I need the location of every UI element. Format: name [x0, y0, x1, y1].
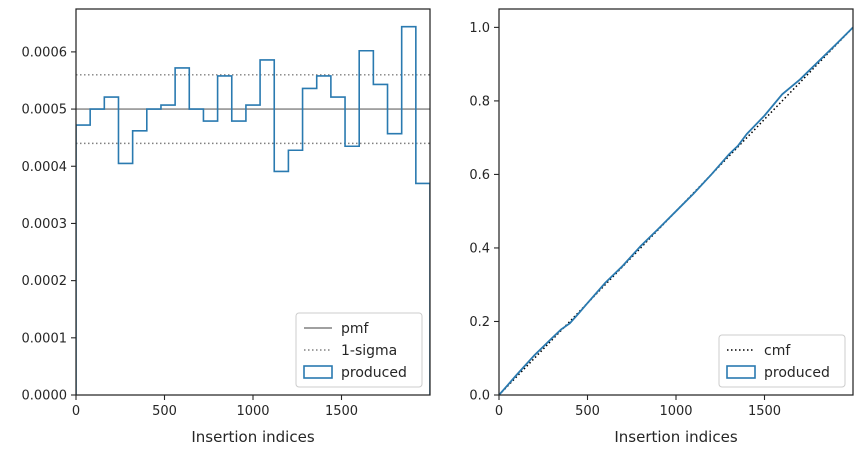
legend-label-produced: produced	[764, 365, 830, 381]
legend: cmf produced	[718, 334, 846, 388]
legend: pmf 1-sigma produced	[295, 312, 423, 388]
x-tick-label: 1500	[748, 404, 781, 419]
produced-histogram	[76, 25, 430, 395]
legend-label-cmf: cmf	[764, 343, 791, 359]
x-tick-label: 500	[152, 404, 177, 419]
cmf-series-line	[499, 26, 853, 395]
x-tick-label: 500	[575, 404, 600, 419]
x-axis-label: Insertion indices	[614, 428, 737, 446]
legend-label-produced: produced	[341, 365, 407, 381]
x-tick-label: 1000	[659, 404, 692, 419]
y-tick-label: 0.6	[469, 168, 490, 183]
legend-box	[295, 312, 423, 388]
x-tick-label: 1000	[236, 404, 269, 419]
legend-box	[718, 334, 846, 388]
legend-label-1-sigma: 1-sigma	[341, 343, 397, 359]
y-tick-label: 0.0004	[22, 160, 68, 175]
legend-label-pmf: pmf	[341, 321, 370, 337]
plot-area	[76, 25, 430, 395]
y-tick-label: 0.2	[469, 315, 490, 330]
y-tick-label: 0.0003	[22, 217, 68, 232]
y-tick-label: 0.0006	[22, 45, 68, 60]
legend-handle-produced	[303, 365, 333, 379]
y-tick-label: 1.0	[469, 21, 490, 36]
y-tick-label: 0.8	[469, 94, 490, 109]
x-tick-label: 0	[72, 404, 80, 419]
histogram-panel: 0 500 1000 1500 0.0000 0.0001 0.0002 0.0003 0.00…	[22, 8, 431, 446]
y-tick-label: 0.0000	[22, 389, 68, 404]
y-tick-label: 0.4	[469, 241, 490, 256]
y-tick-label: 0.0	[469, 389, 490, 404]
plot-area	[499, 26, 853, 395]
legend-handle-produced	[726, 365, 756, 379]
x-tick-label: 1500	[325, 404, 358, 419]
y-tick-label: 0.0005	[22, 103, 68, 118]
y-tick-label: 0.0002	[22, 274, 68, 289]
y-tick-label: 0.0001	[22, 331, 68, 346]
x-tick-label: 0	[495, 404, 503, 419]
cumulative-panel: 0 500 1000 1500 0.0 0.2 0.4 0.6 0.8 1.0 Insertion …	[469, 8, 854, 446]
produced-series-line	[499, 26, 853, 395]
x-axis-label: Insertion indices	[191, 428, 314, 446]
